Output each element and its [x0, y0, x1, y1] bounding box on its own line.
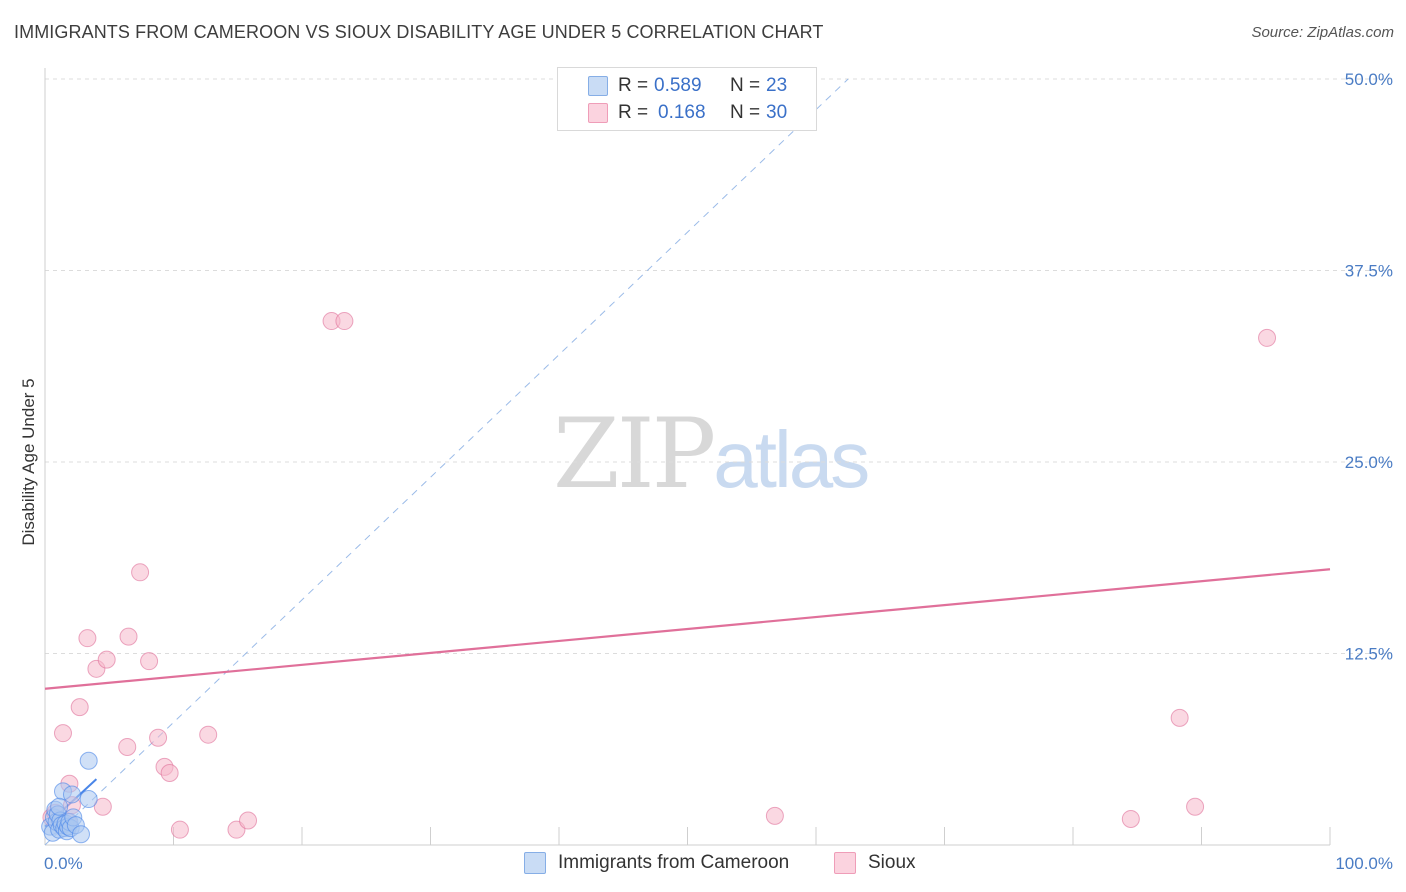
- y-tick-label: 12.5%: [1345, 645, 1393, 664]
- point-cameroon: [79, 751, 98, 770]
- legend-r-value: 0.589: [654, 75, 702, 96]
- legend-n-label: N =: [730, 102, 761, 123]
- legend-n-value: 30: [766, 102, 788, 123]
- y-tick-label: 37.5%: [1345, 262, 1393, 281]
- point-sioux: [170, 820, 189, 839]
- point-cameroon: [79, 790, 98, 809]
- legend-swatch-cameroon: [588, 76, 608, 96]
- point-sioux: [160, 763, 179, 782]
- point-sioux: [78, 629, 97, 648]
- legend-stats: R = 0.589 N = 23 R = 0.168 N = 30: [557, 67, 817, 131]
- point-sioux: [53, 724, 72, 743]
- point-sioux: [93, 797, 112, 816]
- point-sioux: [149, 728, 168, 747]
- point-sioux: [97, 650, 116, 669]
- legend-label-cameroon: Immigrants from Cameroon: [558, 852, 790, 873]
- y-tick-label: 50.0%: [1345, 70, 1393, 89]
- point-sioux: [1121, 809, 1140, 828]
- point-sioux: [70, 698, 89, 717]
- legend-item-cameroon[interactable]: Immigrants from Cameroon: [524, 852, 789, 874]
- point-cameroon: [62, 785, 81, 804]
- legend-item-sioux[interactable]: Sioux: [834, 852, 916, 874]
- watermark-zip: ZIP: [553, 398, 716, 510]
- y-axis-label: Disability Age Under 5: [19, 378, 38, 545]
- gridlines: [45, 78, 1392, 654]
- legend-swatch-sioux: [588, 103, 608, 123]
- point-cameroon: [50, 797, 69, 816]
- axes: [44, 68, 1331, 846]
- legend-swatch-cameroon: [524, 852, 546, 874]
- watermark-atlas: atlas: [713, 415, 870, 504]
- legend-r-label: R =: [618, 102, 649, 123]
- x-tick-label: 0.0%: [44, 854, 83, 873]
- point-sioux: [1186, 797, 1205, 816]
- point-sioux: [140, 652, 159, 671]
- point-sioux: [118, 737, 137, 756]
- point-sioux: [119, 627, 138, 646]
- legend-series: Immigrants from Cameroon Sioux: [0, 852, 1406, 878]
- data-points: [41, 70, 1277, 844]
- watermark: ZIPatlas: [553, 398, 870, 510]
- point-sioux: [765, 806, 784, 825]
- legend-r-label: R =: [618, 75, 649, 96]
- point-sioux: [1170, 708, 1189, 727]
- point-sioux: [239, 811, 258, 830]
- point-sioux: [335, 312, 354, 331]
- y-tick-label: 25.0%: [1345, 453, 1393, 472]
- chart-title: IMMIGRANTS FROM CAMEROON VS SIOUX DISABI…: [14, 22, 824, 42]
- legend-n-value: 23: [766, 75, 788, 96]
- source-label: Source: ZipAtlas.com: [1251, 24, 1394, 41]
- point-sioux: [199, 725, 218, 744]
- trend-line: [44, 568, 1331, 690]
- legend-label-sioux: Sioux: [868, 852, 916, 873]
- point-sioux: [1258, 328, 1277, 347]
- trend-line-extended: [44, 78, 849, 846]
- point-cameroon: [71, 825, 90, 844]
- x-tick-label: 100.0%: [1335, 854, 1393, 873]
- legend-swatch-sioux: [834, 852, 856, 874]
- legend-row-cameroon: R = 0.589 N = 23: [558, 72, 816, 100]
- point-sioux: [131, 563, 150, 582]
- legend-n-label: N =: [730, 75, 761, 96]
- legend-row-sioux: R = 0.168 N = 30: [558, 99, 816, 127]
- legend-r-value: 0.168: [658, 102, 706, 123]
- axis-labels: 12.5% 25.0% 37.5% 50.0% 0.0% 100.0% Disability…: [19, 70, 1393, 873]
